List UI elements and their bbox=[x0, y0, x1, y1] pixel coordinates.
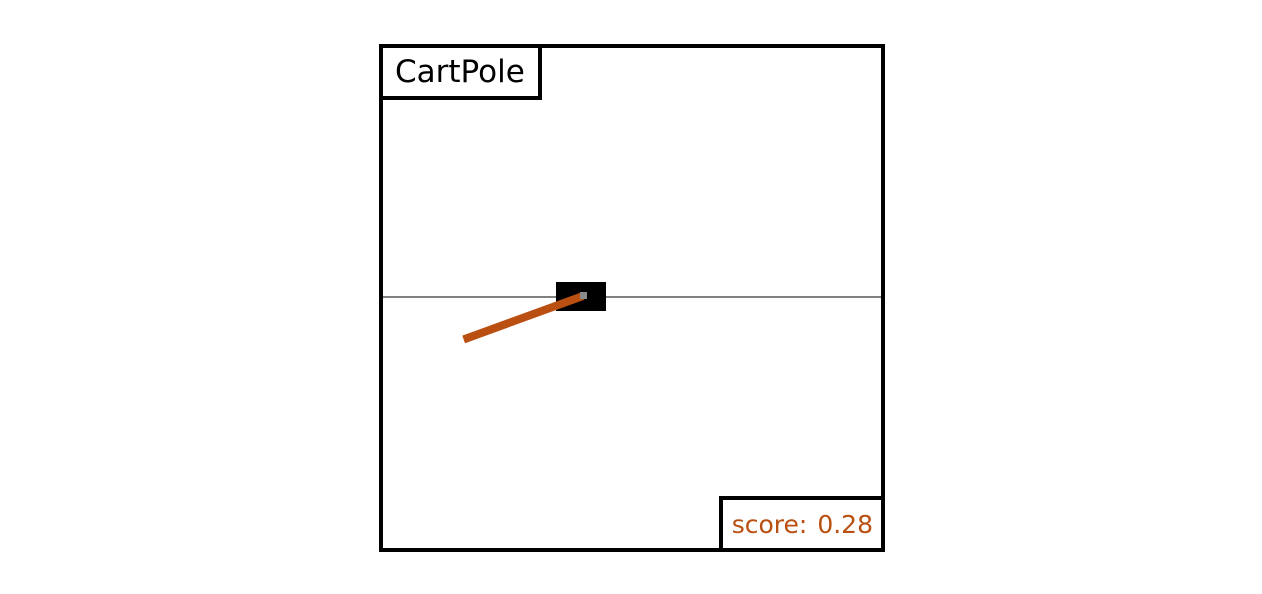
score-value: 0.28 bbox=[817, 509, 873, 539]
game-title-text: CartPole bbox=[395, 53, 525, 90]
score-label: score: bbox=[731, 509, 808, 539]
game-title: CartPole bbox=[383, 48, 542, 100]
pole bbox=[462, 292, 585, 344]
score-display: score: 0.28 bbox=[718, 496, 881, 548]
game-arena: CartPole score: 0.28 bbox=[379, 44, 885, 552]
pole-axle bbox=[580, 292, 587, 299]
cartpole-scene bbox=[383, 282, 881, 344]
